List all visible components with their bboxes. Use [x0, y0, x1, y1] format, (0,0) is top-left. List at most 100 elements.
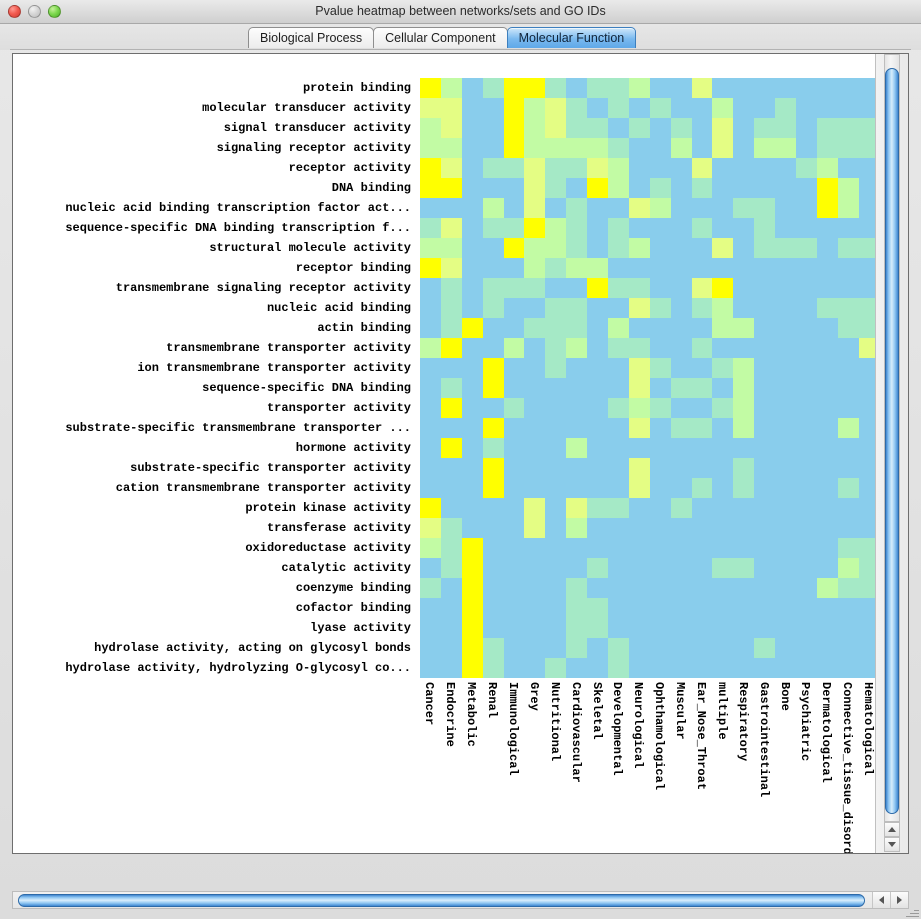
heatmap-cell[interactable]	[837, 498, 859, 518]
heatmap-cell[interactable]	[733, 278, 755, 298]
heatmap-cell[interactable]	[420, 378, 441, 398]
heatmap-cell[interactable]	[482, 658, 504, 678]
heatmap-cell[interactable]	[524, 598, 546, 618]
heatmap-cell[interactable]	[545, 638, 567, 658]
heatmap-cell[interactable]	[503, 98, 525, 118]
heatmap-cell[interactable]	[691, 438, 713, 458]
heatmap-cell[interactable]	[420, 558, 441, 578]
heatmap-cell[interactable]	[775, 418, 797, 438]
heatmap-cell[interactable]	[796, 238, 817, 258]
heatmap-cell[interactable]	[796, 458, 817, 478]
heatmap-cell[interactable]	[628, 178, 650, 198]
heatmap-cell[interactable]	[816, 398, 838, 418]
heatmap-cell[interactable]	[712, 198, 734, 218]
heatmap-cell[interactable]	[503, 538, 525, 558]
heatmap-cell[interactable]	[524, 198, 546, 218]
heatmap-cell[interactable]	[691, 598, 713, 618]
heatmap-cell[interactable]	[461, 618, 483, 638]
heatmap-cell[interactable]	[628, 438, 650, 458]
heatmap-cell[interactable]	[440, 198, 462, 218]
heatmap-cell[interactable]	[712, 558, 734, 578]
heatmap-cell[interactable]	[461, 598, 483, 618]
heatmap-cell[interactable]	[691, 218, 713, 238]
heatmap-cell[interactable]	[461, 278, 483, 298]
heatmap-cell[interactable]	[440, 178, 462, 198]
heatmap-cell[interactable]	[608, 98, 629, 118]
heatmap-cell[interactable]	[775, 458, 797, 478]
heatmap-cell[interactable]	[524, 178, 546, 198]
heatmap-cell[interactable]	[461, 658, 483, 678]
heatmap-cell[interactable]	[482, 158, 504, 178]
heatmap-cell[interactable]	[524, 238, 546, 258]
heatmap-cell[interactable]	[796, 358, 817, 378]
heatmap-cell[interactable]	[545, 378, 567, 398]
heatmap-cell[interactable]	[837, 518, 859, 538]
heatmap-cell[interactable]	[461, 638, 483, 658]
heatmap-cell[interactable]	[503, 158, 525, 178]
heatmap-cell[interactable]	[837, 178, 859, 198]
heatmap-cell[interactable]	[775, 318, 797, 338]
heatmap-cell[interactable]	[796, 658, 817, 678]
heatmap-cell[interactable]	[482, 258, 504, 278]
heatmap-cell[interactable]	[545, 98, 567, 118]
heatmap-cell[interactable]	[566, 238, 588, 258]
heatmap-cell[interactable]	[587, 538, 609, 558]
heatmap-cell[interactable]	[503, 358, 525, 378]
heatmap-cell[interactable]	[670, 458, 692, 478]
heatmap-cell[interactable]	[733, 298, 755, 318]
heatmap-cell[interactable]	[816, 578, 838, 598]
heatmap-cell[interactable]	[858, 578, 875, 598]
heatmap-cell[interactable]	[670, 238, 692, 258]
heatmap-cell[interactable]	[733, 398, 755, 418]
heatmap-cell[interactable]	[754, 478, 776, 498]
heatmap-cell[interactable]	[754, 258, 776, 278]
heatmap-cell[interactable]	[670, 298, 692, 318]
heatmap-cell[interactable]	[440, 438, 462, 458]
heatmap-cell[interactable]	[712, 438, 734, 458]
heatmap-cell[interactable]	[837, 358, 859, 378]
heatmap-cell[interactable]	[503, 658, 525, 678]
heatmap-cell[interactable]	[524, 538, 546, 558]
resize-grip-icon[interactable]	[905, 904, 919, 918]
heatmap-cell[interactable]	[816, 238, 838, 258]
heatmap-cell[interactable]	[796, 318, 817, 338]
heatmap-cell[interactable]	[754, 438, 776, 458]
heatmap-cell[interactable]	[524, 638, 546, 658]
heatmap-cell[interactable]	[649, 518, 671, 538]
heatmap-cell[interactable]	[503, 278, 525, 298]
zoom-button[interactable]	[48, 5, 61, 18]
heatmap-cell[interactable]	[796, 278, 817, 298]
heatmap-cell[interactable]	[566, 178, 588, 198]
heatmap-cell[interactable]	[712, 658, 734, 678]
heatmap-cell[interactable]	[837, 638, 859, 658]
heatmap-cell[interactable]	[733, 78, 755, 98]
heatmap-cell[interactable]	[649, 658, 671, 678]
heatmap-cell[interactable]	[858, 398, 875, 418]
heatmap-cell[interactable]	[649, 138, 671, 158]
heatmap-cell[interactable]	[691, 618, 713, 638]
heatmap-cell[interactable]	[587, 98, 609, 118]
heatmap-cell[interactable]	[649, 358, 671, 378]
heatmap-cell[interactable]	[754, 278, 776, 298]
heatmap-cell[interactable]	[796, 138, 817, 158]
heatmap-cell[interactable]	[420, 578, 441, 598]
heatmap-cell[interactable]	[524, 378, 546, 398]
heatmap-cell[interactable]	[545, 218, 567, 238]
heatmap-cell[interactable]	[649, 298, 671, 318]
heatmap-cell[interactable]	[566, 278, 588, 298]
heatmap-cell[interactable]	[775, 158, 797, 178]
heatmap-cell[interactable]	[440, 578, 462, 598]
heatmap-cell[interactable]	[775, 598, 797, 618]
heatmap-cell[interactable]	[649, 618, 671, 638]
heatmap-cell[interactable]	[420, 338, 441, 358]
heatmap-cell[interactable]	[691, 198, 713, 218]
heatmap-cell[interactable]	[733, 318, 755, 338]
heatmap-cell[interactable]	[461, 238, 483, 258]
heatmap-cell[interactable]	[649, 638, 671, 658]
heatmap-cell[interactable]	[503, 458, 525, 478]
heatmap-cell[interactable]	[566, 198, 588, 218]
heatmap-cell[interactable]	[524, 258, 546, 278]
heatmap-cell[interactable]	[691, 538, 713, 558]
heatmap-cell[interactable]	[503, 378, 525, 398]
heatmap-cell[interactable]	[482, 138, 504, 158]
